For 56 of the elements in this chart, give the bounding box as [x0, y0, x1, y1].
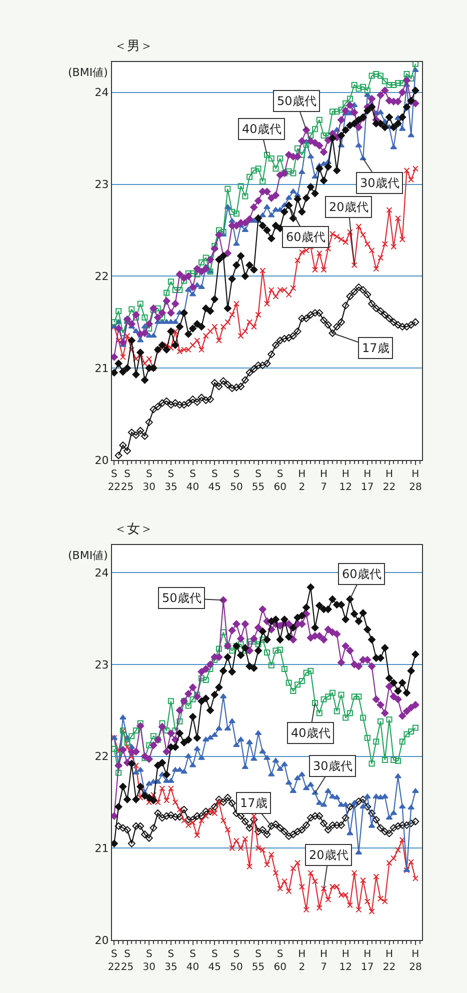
y-axis-title: (BMI値) — [68, 549, 108, 562]
x-tick-label: S 55 — [252, 469, 265, 493]
y-tick-label: 22 — [94, 750, 109, 764]
x-tick-label: H 2 — [298, 949, 306, 973]
series-label: 17歳 — [240, 796, 268, 810]
chart-title: ＜男＞ — [114, 39, 153, 54]
x-tick-label: H 7 — [320, 949, 328, 973]
x-tick-label: H 28 — [409, 469, 422, 493]
x-tick-label: S 60 — [274, 949, 286, 973]
y-tick-label: 24 — [94, 566, 109, 580]
x-tick-label: S 40 — [186, 949, 200, 973]
x-tick-label: H 17 — [361, 949, 374, 973]
x-tick-label: H 7 — [320, 469, 328, 493]
x-tick-label: H 28 — [409, 949, 422, 973]
y-tick-label: 20 — [94, 454, 109, 467]
x-tick-label: H 12 — [339, 469, 352, 493]
x-tick-label: S 22 — [108, 949, 121, 973]
series-label: 30歳代 — [313, 759, 352, 773]
series-label: 17歳 — [362, 341, 390, 355]
y-tick-label: 20 — [94, 934, 109, 947]
x-tick-label: S 55 — [252, 949, 265, 973]
y-tick-label: 23 — [94, 658, 109, 672]
x-tick-label: S 40 — [186, 469, 200, 493]
series-label: 30歳代 — [360, 176, 400, 190]
chart-title: ＜女＞ — [114, 522, 153, 537]
series-label: 50歳代 — [162, 591, 202, 605]
x-tick-label: S 50 — [230, 949, 243, 973]
x-tick-label: S 35 — [164, 469, 178, 493]
series-label: 40歳代 — [291, 726, 330, 740]
y-tick-label: 21 — [94, 362, 109, 375]
series-label: 60歳代 — [286, 230, 326, 244]
x-tick-label: H 2 — [298, 469, 306, 493]
y-axis-title: (BMI値) — [68, 66, 108, 79]
series-label: 50歳代 — [277, 94, 316, 108]
x-tick-label: S 60 — [274, 469, 286, 493]
y-tick-label: 24 — [94, 86, 109, 100]
series-label: 40歳代 — [242, 122, 282, 136]
y-tick-label: 22 — [94, 270, 109, 284]
x-tick-label: S 25 — [120, 949, 134, 973]
x-tick-label: S 30 — [142, 949, 156, 973]
y-tick-label: 21 — [94, 842, 109, 855]
x-tick-label: H 12 — [339, 949, 352, 973]
x-tick-label: S 30 — [142, 469, 156, 493]
x-tick-label: H 22 — [382, 949, 396, 973]
x-tick-label: S 25 — [120, 469, 134, 493]
x-tick-label: S 45 — [208, 949, 221, 973]
x-tick-label: S 35 — [164, 949, 178, 973]
y-tick-label: 23 — [94, 178, 109, 192]
series-label: 20歳代 — [329, 200, 368, 214]
x-tick-label: S 45 — [208, 469, 221, 493]
series-label: 20歳代 — [309, 848, 348, 862]
x-tick-label: S 50 — [230, 469, 243, 493]
x-tick-label: S 22 — [108, 469, 121, 493]
x-tick-label: H 22 — [382, 469, 396, 493]
x-tick-label: H 17 — [361, 469, 374, 493]
series-label: 60歳代 — [342, 567, 382, 581]
